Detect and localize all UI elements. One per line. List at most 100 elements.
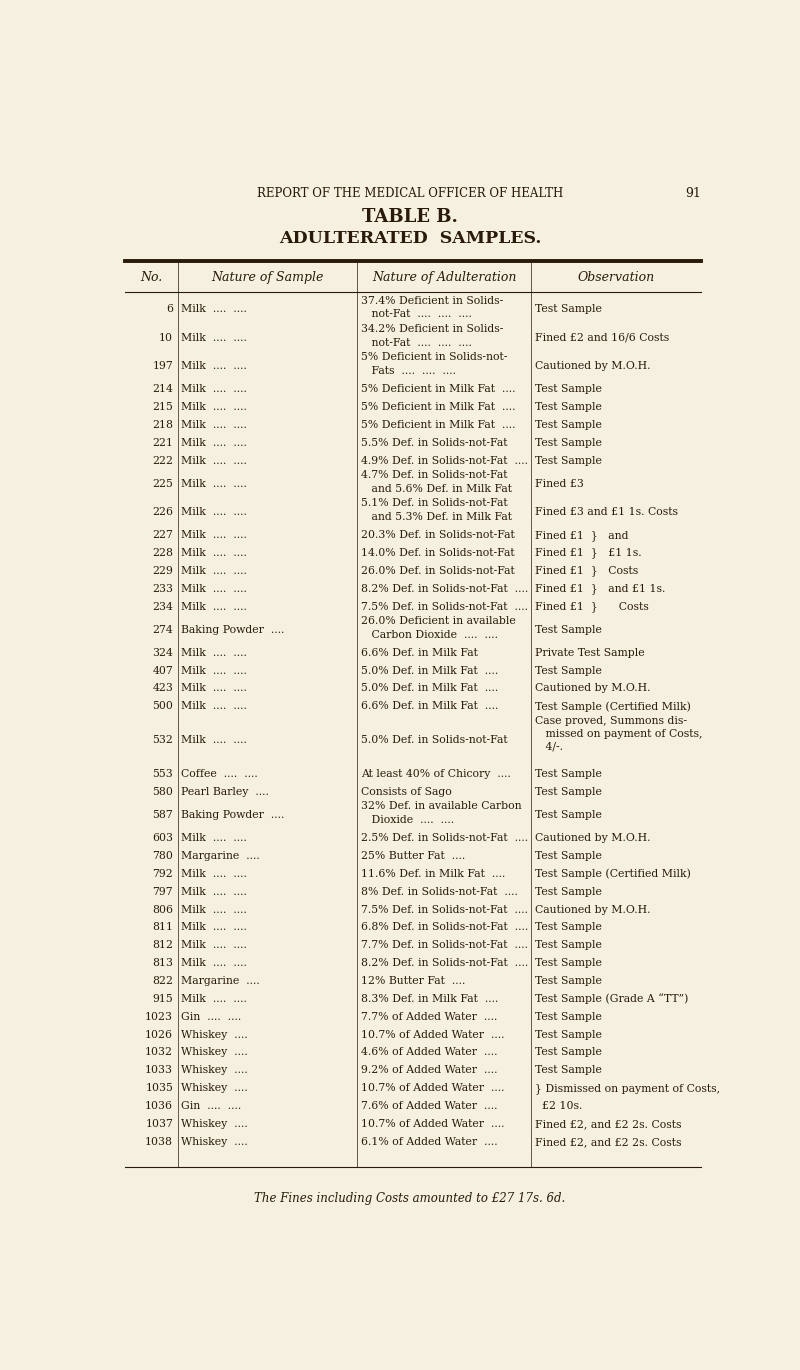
Text: Milk  ....  ....: Milk .... .... bbox=[182, 566, 247, 575]
Text: Baking Powder  ....: Baking Powder .... bbox=[182, 810, 285, 821]
Text: Milk  ....  ....: Milk .... .... bbox=[182, 530, 247, 540]
Text: Milk  ....  ....: Milk .... .... bbox=[182, 904, 247, 915]
Text: 7.7% Def. in Solids-not-Fat  ....: 7.7% Def. in Solids-not-Fat .... bbox=[361, 940, 528, 951]
Text: Test Sample: Test Sample bbox=[534, 886, 602, 897]
Text: Test Sample: Test Sample bbox=[534, 419, 602, 430]
Text: Milk  ....  ....: Milk .... .... bbox=[182, 304, 247, 314]
Text: 197: 197 bbox=[153, 362, 173, 371]
Text: Whiskey  ....: Whiskey .... bbox=[182, 1084, 248, 1093]
Text: Cautioned by M.O.H.: Cautioned by M.O.H. bbox=[534, 684, 650, 693]
Text: 14.0% Def. in Solids-not-Fat: 14.0% Def. in Solids-not-Fat bbox=[361, 548, 514, 558]
Text: 5% Deficient in Milk Fat  ....: 5% Deficient in Milk Fat .... bbox=[361, 419, 515, 430]
Text: Nature of Sample: Nature of Sample bbox=[211, 271, 323, 284]
Text: Milk  ....  ....: Milk .... .... bbox=[182, 993, 247, 1004]
Text: 222: 222 bbox=[152, 456, 173, 466]
Text: 587: 587 bbox=[153, 810, 173, 821]
Text: 10.7% of Added Water  ....: 10.7% of Added Water .... bbox=[361, 1030, 505, 1040]
Text: 8.3% Def. in Milk Fat  ....: 8.3% Def. in Milk Fat .... bbox=[361, 993, 498, 1004]
Text: 8% Def. in Solids-not-Fat  ....: 8% Def. in Solids-not-Fat .... bbox=[361, 886, 518, 897]
Text: At least 40% of Chicory  ....: At least 40% of Chicory .... bbox=[361, 769, 511, 780]
Text: Test Sample: Test Sample bbox=[534, 958, 602, 969]
Text: 324: 324 bbox=[152, 648, 173, 658]
Text: Milk  ....  ....: Milk .... .... bbox=[182, 833, 247, 843]
Text: 792: 792 bbox=[153, 869, 173, 880]
Text: 6.6% Def. in Milk Fat: 6.6% Def. in Milk Fat bbox=[361, 648, 478, 658]
Text: Test Sample: Test Sample bbox=[534, 1066, 602, 1075]
Text: The Fines including Costs amounted to £27 17s. 6d.: The Fines including Costs amounted to £2… bbox=[254, 1192, 566, 1204]
Text: Private Test Sample: Private Test Sample bbox=[534, 648, 644, 658]
Text: Milk  ....  ....: Milk .... .... bbox=[182, 478, 247, 489]
Text: and 5.3% Def. in Milk Fat: and 5.3% Def. in Milk Fat bbox=[361, 512, 512, 522]
Text: 4.6% of Added Water  ....: 4.6% of Added Water .... bbox=[361, 1048, 498, 1058]
Text: 8.2% Def. in Solids-not-Fat  ....: 8.2% Def. in Solids-not-Fat .... bbox=[361, 584, 528, 593]
Text: TABLE B.: TABLE B. bbox=[362, 208, 458, 226]
Text: Margarine  ....: Margarine .... bbox=[182, 975, 260, 986]
Text: Test Sample: Test Sample bbox=[534, 922, 602, 933]
Text: 1026: 1026 bbox=[145, 1030, 173, 1040]
Text: Margarine  ....: Margarine .... bbox=[182, 851, 260, 860]
Text: Milk  ....  ....: Milk .... .... bbox=[182, 666, 247, 675]
Text: missed on payment of Costs,: missed on payment of Costs, bbox=[534, 729, 702, 738]
Text: Milk  ....  ....: Milk .... .... bbox=[182, 601, 247, 611]
Text: Cautioned by M.O.H.: Cautioned by M.O.H. bbox=[534, 904, 650, 915]
Text: 423: 423 bbox=[152, 684, 173, 693]
Text: Fined £1  }      Costs: Fined £1 } Costs bbox=[534, 601, 648, 612]
Text: ADULTERATED  SAMPLES.: ADULTERATED SAMPLES. bbox=[279, 230, 541, 247]
Text: Test Sample: Test Sample bbox=[534, 1030, 602, 1040]
Text: Test Sample: Test Sample bbox=[534, 1048, 602, 1058]
Text: 603: 603 bbox=[152, 833, 173, 843]
Text: Milk  ....  ....: Milk .... .... bbox=[182, 869, 247, 880]
Text: Case proved, Summons dis-: Case proved, Summons dis- bbox=[534, 715, 686, 726]
Text: 226: 226 bbox=[152, 507, 173, 516]
Text: Test Sample: Test Sample bbox=[534, 769, 602, 780]
Text: } Dismissed on payment of Costs,: } Dismissed on payment of Costs, bbox=[534, 1082, 720, 1093]
Text: Milk  ....  ....: Milk .... .... bbox=[182, 401, 247, 412]
Text: Milk  ....  ....: Milk .... .... bbox=[182, 507, 247, 516]
Text: 1035: 1035 bbox=[146, 1084, 173, 1093]
Text: Milk  ....  ....: Milk .... .... bbox=[182, 922, 247, 933]
Text: 1033: 1033 bbox=[145, 1066, 173, 1075]
Text: 8.2% Def. in Solids-not-Fat  ....: 8.2% Def. in Solids-not-Fat .... bbox=[361, 958, 528, 969]
Text: 91: 91 bbox=[686, 188, 702, 200]
Text: 26.0% Deficient in available: 26.0% Deficient in available bbox=[361, 616, 516, 626]
Text: Pearl Barley  ....: Pearl Barley .... bbox=[182, 786, 269, 797]
Text: Milk  ....  ....: Milk .... .... bbox=[182, 648, 247, 658]
Text: 813: 813 bbox=[152, 958, 173, 969]
Text: Test Sample: Test Sample bbox=[534, 666, 602, 675]
Text: 9.2% of Added Water  ....: 9.2% of Added Water .... bbox=[361, 1066, 498, 1075]
Text: 5.1% Def. in Solids-not-Fat: 5.1% Def. in Solids-not-Fat bbox=[361, 499, 508, 508]
Text: 5.0% Def. in Milk Fat  ....: 5.0% Def. in Milk Fat .... bbox=[361, 666, 498, 675]
Text: Milk  ....  ....: Milk .... .... bbox=[182, 456, 247, 466]
Text: 32% Def. in available Carbon: 32% Def. in available Carbon bbox=[361, 801, 522, 811]
Text: 812: 812 bbox=[152, 940, 173, 951]
Text: 780: 780 bbox=[152, 851, 173, 860]
Text: 7.5% Def. in Solids-not-Fat  ....: 7.5% Def. in Solids-not-Fat .... bbox=[361, 904, 528, 915]
Text: Test Sample: Test Sample bbox=[534, 384, 602, 395]
Text: 227: 227 bbox=[152, 530, 173, 540]
Text: 12% Butter Fat  ....: 12% Butter Fat .... bbox=[361, 975, 466, 986]
Text: 34.2% Deficient in Solids-: 34.2% Deficient in Solids- bbox=[361, 325, 503, 334]
Text: 915: 915 bbox=[153, 993, 173, 1004]
Text: Test Sample (Grade A “TT”): Test Sample (Grade A “TT”) bbox=[534, 993, 688, 1004]
Text: Milk  ....  ....: Milk .... .... bbox=[182, 684, 247, 693]
Text: 2.5% Def. in Solids-not-Fat  ....: 2.5% Def. in Solids-not-Fat .... bbox=[361, 833, 528, 843]
Text: Whiskey  ....: Whiskey .... bbox=[182, 1066, 248, 1075]
Text: 5% Deficient in Milk Fat  ....: 5% Deficient in Milk Fat .... bbox=[361, 401, 515, 412]
Text: Consists of Sago: Consists of Sago bbox=[361, 786, 452, 797]
Text: Observation: Observation bbox=[578, 271, 654, 284]
Text: not-Fat  ....  ....  ....: not-Fat .... .... .... bbox=[361, 337, 472, 348]
Text: 822: 822 bbox=[152, 975, 173, 986]
Text: 225: 225 bbox=[152, 478, 173, 489]
Text: Test Sample (Certified Milk): Test Sample (Certified Milk) bbox=[534, 869, 690, 880]
Text: Milk  ....  ....: Milk .... .... bbox=[182, 438, 247, 448]
Text: 5.0% Def. in Milk Fat  ....: 5.0% Def. in Milk Fat .... bbox=[361, 684, 498, 693]
Text: 5.5% Def. in Solids-not-Fat: 5.5% Def. in Solids-not-Fat bbox=[361, 438, 507, 448]
Text: Milk  ....  ....: Milk .... .... bbox=[182, 333, 247, 342]
Text: £2 10s.: £2 10s. bbox=[534, 1101, 582, 1111]
Text: 221: 221 bbox=[152, 438, 173, 448]
Text: 580: 580 bbox=[152, 786, 173, 797]
Text: 553: 553 bbox=[153, 769, 173, 780]
Text: 6.8% Def. in Solids-not-Fat  ....: 6.8% Def. in Solids-not-Fat .... bbox=[361, 922, 528, 933]
Text: Test Sample: Test Sample bbox=[534, 401, 602, 412]
Text: Milk  ....  ....: Milk .... .... bbox=[182, 384, 247, 395]
